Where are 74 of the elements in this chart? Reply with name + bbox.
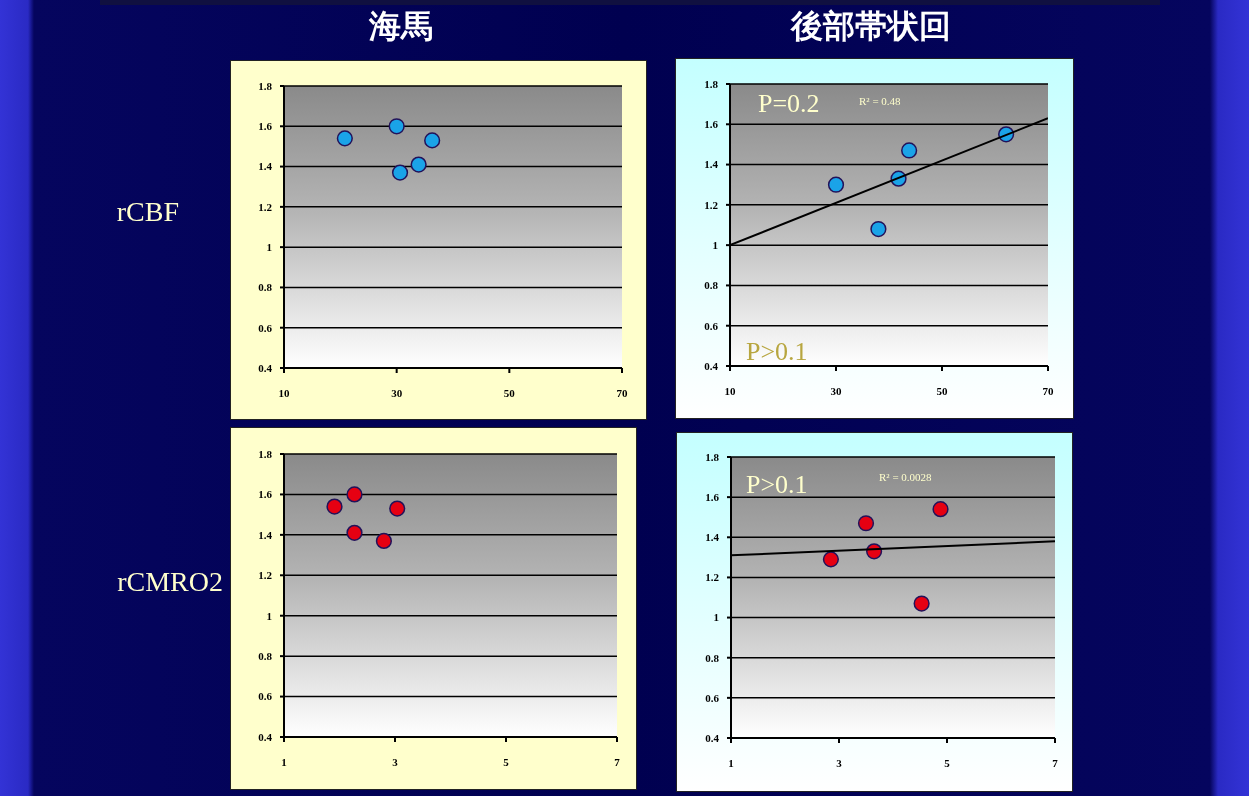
y-tick-label: 1.4 (704, 158, 719, 171)
y-tick-label: 1.2 (258, 200, 273, 213)
y-tick-label: 0.4 (704, 359, 719, 372)
x-tick-label: 5 (944, 756, 951, 769)
annotation: R² = 0.0028 (879, 471, 932, 483)
x-tick-label: 70 (616, 386, 628, 399)
y-tick-label: 1.2 (704, 198, 719, 211)
x-tick-label: 50 (503, 386, 516, 399)
x-tick-label: 1 (728, 756, 734, 769)
y-tick-label: 1 (712, 239, 718, 252)
y-axis-title: rCMRO2 (117, 566, 223, 598)
x-tick-label: 5 (503, 755, 510, 768)
point (932, 501, 949, 518)
y-tick-label: 1.6 (258, 120, 273, 133)
x-tick-label: 1 (281, 755, 287, 768)
y-tick-label: 1 (713, 611, 719, 624)
y-tick-label: 0.6 (258, 690, 273, 703)
chart-title: 後部帯状回 (789, 6, 952, 47)
annotation: P=0.2 (758, 89, 820, 119)
point (391, 164, 409, 181)
annotation: P>0.1 (746, 470, 808, 500)
point (346, 524, 363, 541)
point (870, 220, 887, 238)
y-tick-label: 1.4 (258, 160, 273, 173)
x-tick-label: 10 (278, 386, 290, 399)
y-tick-label: 1.2 (705, 571, 720, 584)
point (388, 118, 405, 135)
annotation: R² = 0.48 (859, 95, 901, 107)
x-tick-label: 30 (830, 384, 842, 397)
annotation: P>0.1 (746, 337, 808, 367)
y-tick-label: 0.4 (705, 731, 720, 744)
x-tick-label: 50 (936, 384, 948, 397)
y-tick-label: 1.6 (704, 118, 719, 131)
y-tick-label: 0.6 (704, 319, 719, 332)
point (424, 132, 441, 149)
chart-title: 海馬 (368, 6, 434, 47)
point (827, 176, 845, 193)
y-tick-label: 1.2 (258, 569, 273, 582)
point (913, 595, 930, 612)
x-tick-label: 70 (1042, 384, 1054, 397)
y-tick-label: 0.8 (705, 651, 720, 664)
point (822, 551, 840, 568)
y-tick-label: 1.4 (705, 531, 720, 544)
y-tick-label: 0.4 (258, 361, 273, 374)
y-tick-label: 1.4 (258, 528, 273, 541)
x-tick-label: 10 (724, 384, 736, 397)
y-tick-label: 1.8 (258, 79, 273, 92)
y-tick-label: 0.4 (258, 730, 273, 743)
y-tick-label: 1.8 (704, 77, 719, 90)
y-tick-label: 1.8 (705, 450, 720, 463)
y-axis-title: rCBF (116, 196, 179, 228)
point (389, 500, 406, 517)
point (857, 515, 875, 532)
point (375, 532, 393, 550)
point (336, 130, 353, 147)
x-tick-label: 3 (392, 755, 399, 768)
y-tick-label: 1 (266, 609, 272, 622)
y-tick-label: 0.8 (258, 281, 273, 294)
y-tick-label: 0.8 (704, 279, 719, 292)
y-tick-label: 1.6 (705, 491, 720, 504)
point (901, 142, 918, 159)
y-tick-label: 0.6 (705, 691, 720, 704)
y-tick-label: 1.6 (258, 488, 273, 501)
x-tick-label: 30 (391, 386, 403, 399)
y-tick-label: 1 (266, 241, 272, 254)
point (326, 498, 343, 515)
y-tick-label: 1.8 (258, 447, 273, 460)
point (346, 486, 363, 503)
x-tick-label: 7 (614, 755, 621, 768)
point (410, 156, 427, 173)
x-tick-label: 3 (836, 756, 843, 769)
y-tick-label: 0.8 (258, 650, 273, 663)
y-tick-label: 0.6 (258, 321, 273, 334)
x-tick-label: 7 (1052, 756, 1059, 769)
